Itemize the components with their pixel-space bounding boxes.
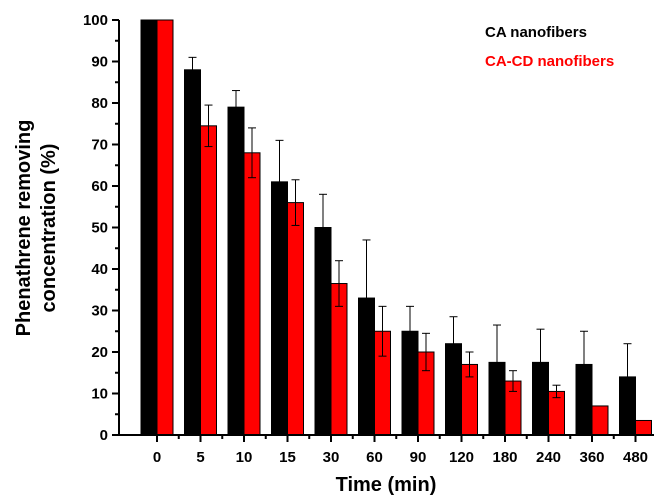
y-axis-title-line-1: Phenathrene removing: [13, 120, 35, 337]
bar-ca-180: [488, 361, 506, 436]
bar-ca-120: [445, 343, 462, 436]
bar-ca-cd-5: [200, 125, 217, 436]
x-tick-label-0: 0: [153, 449, 161, 466]
y-tick-label-50: 50: [91, 220, 108, 237]
tick-labels-layer: 0 5 10 15 30 60 90 120 180 240 360 480 0 10 20 30 40 50 60…: [83, 12, 648, 466]
error-bars-layer: [188, 56, 632, 399]
bar-ca-15: [271, 181, 288, 436]
x-tick-label-120: 120: [449, 449, 474, 466]
bar-ca-480: [619, 376, 636, 436]
x-tick-label-15: 15: [279, 449, 296, 466]
y-tick-label-10: 10: [91, 386, 108, 403]
legend-entry-ca: CA nanofibers: [485, 24, 587, 41]
bar-ca-30: [314, 227, 332, 436]
bar-ca-cd-10: [243, 152, 261, 436]
y-tick-label-100: 100: [83, 12, 108, 29]
y-tick-label-70: 70: [91, 137, 108, 154]
y-tick-label-0: 0: [100, 427, 108, 444]
x-tick-label-360: 360: [579, 449, 604, 466]
axes-layer: [112, 19, 654, 442]
bar-ca-90: [401, 330, 419, 436]
bar-ca-360: [575, 363, 593, 436]
bar-ca-cd-360: [591, 405, 609, 436]
x-tick-label-90: 90: [410, 449, 427, 466]
bar-ca-10: [227, 106, 245, 436]
bar-ca-cd-0: [156, 19, 174, 436]
x-tick-label-240: 240: [536, 449, 561, 466]
bar-ca-cd-480: [635, 419, 652, 436]
y-tick-label-20: 20: [91, 344, 108, 361]
bars-layer: [140, 19, 652, 436]
bar-ca-5: [184, 69, 201, 436]
x-axis-title: Time (min): [336, 474, 437, 496]
bar-ca-0: [140, 19, 158, 436]
y-axis-title-line-2: concentration (%): [38, 144, 60, 313]
bar-ca-60: [358, 297, 375, 436]
bar-ca-cd-15: [287, 202, 304, 436]
y-tick-label-40: 40: [91, 261, 108, 278]
x-tick-label-10: 10: [236, 449, 253, 466]
y-tick-label-90: 90: [91, 54, 108, 71]
y-axis-title-group: Phenathrene removing concentration (%): [13, 120, 60, 337]
y-tick-label-80: 80: [91, 95, 108, 112]
y-tick-label-30: 30: [91, 303, 108, 320]
x-tick-label-60: 60: [366, 449, 383, 466]
legend-entry-ca-cd: CA-CD nanofibers: [485, 53, 614, 70]
bar-ca-240: [532, 361, 549, 436]
x-tick-label-480: 480: [623, 449, 648, 466]
y-tick-label-60: 60: [91, 178, 108, 195]
x-tick-label-30: 30: [323, 449, 340, 466]
x-tick-label-180: 180: [492, 449, 517, 466]
x-tick-label-5: 5: [196, 449, 204, 466]
